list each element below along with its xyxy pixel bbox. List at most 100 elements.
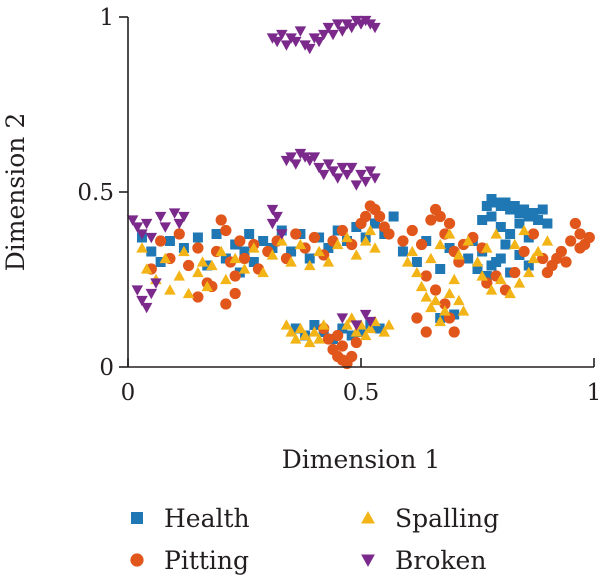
spalling-point — [229, 252, 241, 264]
health-point — [444, 243, 455, 253]
health-point — [304, 253, 315, 264]
spalling-point — [206, 259, 218, 271]
pitting-point — [443, 217, 456, 230]
broken-point — [355, 169, 367, 181]
pitting-point — [420, 326, 432, 338]
spalling-point — [341, 319, 353, 330]
health-point — [472, 264, 483, 274]
broken-point — [280, 40, 293, 51]
broken-point — [266, 218, 279, 230]
health-point — [146, 246, 157, 257]
spalling-point — [425, 301, 437, 313]
spalling-point — [303, 336, 316, 348]
legend-spalling-label: Spalling — [395, 504, 499, 533]
spalling-point — [173, 270, 186, 281]
health-point — [500, 239, 511, 250]
spalling-point — [182, 287, 195, 299]
spalling-point — [532, 245, 544, 257]
spalling-point — [178, 245, 190, 257]
health-point — [514, 218, 525, 229]
health-point — [230, 239, 241, 250]
spalling-point — [476, 270, 488, 281]
y-tick-label: 0.5 — [77, 180, 114, 206]
health-point — [192, 232, 203, 243]
health-point — [286, 246, 297, 257]
health-point — [356, 327, 366, 337]
spalling-point — [331, 238, 344, 250]
pitting-point — [429, 284, 442, 296]
broken-point — [131, 285, 144, 296]
health-point — [421, 236, 432, 246]
health-point — [369, 218, 380, 229]
y-ticks: 00.51 — [77, 5, 128, 381]
health-point — [505, 229, 516, 239]
health-point — [509, 201, 520, 211]
spalling-point — [541, 235, 554, 246]
spalling-point — [527, 252, 540, 264]
broken-point — [266, 204, 279, 216]
health-point — [491, 257, 502, 267]
health-point — [528, 208, 539, 218]
legend-pitting-label: Pitting — [164, 546, 249, 575]
broken-point — [364, 316, 377, 328]
broken-point — [350, 320, 363, 331]
broken-point — [345, 22, 358, 34]
spalling-point — [276, 235, 288, 246]
health-point — [258, 236, 269, 246]
broken-point — [276, 29, 288, 41]
health-point — [514, 250, 525, 260]
spalling-point — [425, 252, 437, 264]
pitting-point — [560, 256, 572, 268]
broken-point — [140, 302, 153, 314]
broken-point — [136, 229, 148, 240]
y-tick-label: 1 — [99, 5, 114, 31]
health-point — [411, 257, 422, 267]
spalling-point — [350, 249, 363, 260]
pitting-point — [439, 298, 451, 310]
pitting-point — [308, 231, 320, 244]
broken-point — [140, 218, 153, 230]
health-point — [397, 246, 408, 257]
pitting-point — [406, 224, 418, 237]
pitting-point — [220, 224, 232, 237]
pitting-point — [420, 270, 432, 282]
pitting-point — [569, 217, 581, 230]
health-point — [244, 229, 255, 239]
health-point — [211, 229, 222, 239]
pitting-point — [574, 228, 586, 240]
broken-point — [359, 176, 372, 188]
pitting-point — [155, 235, 167, 247]
health-point — [486, 211, 497, 222]
spalling-point — [294, 322, 307, 334]
health-point — [351, 222, 362, 232]
spalling-point — [266, 249, 279, 260]
y-axis-title: Dimension 2 — [1, 113, 30, 271]
spalling-point — [448, 273, 460, 285]
spalling-point — [406, 245, 419, 257]
spalling-point — [303, 259, 316, 271]
broken-point — [317, 29, 330, 41]
pitting-point — [509, 266, 521, 279]
spalling-point — [369, 242, 381, 253]
broken-point — [364, 166, 377, 177]
pitting-point — [220, 298, 232, 310]
spalling-point — [220, 273, 232, 285]
broken-point — [290, 159, 302, 170]
spalling-point — [518, 224, 530, 236]
broken-point — [308, 152, 321, 163]
spalling-point — [434, 238, 446, 250]
health-point — [435, 264, 446, 274]
broken-point — [336, 26, 349, 37]
broken-point — [285, 152, 297, 163]
health-point — [481, 271, 492, 281]
spalling-point — [257, 266, 269, 278]
spalling-point — [429, 294, 442, 306]
pitting-point — [527, 228, 540, 240]
spalling-point — [322, 256, 335, 267]
spalling-point — [490, 228, 502, 239]
pitting-point — [574, 242, 586, 254]
spalling-point — [420, 291, 432, 302]
pitting-point — [173, 228, 185, 240]
pitting-point — [350, 336, 362, 349]
spalling-point — [523, 266, 535, 278]
